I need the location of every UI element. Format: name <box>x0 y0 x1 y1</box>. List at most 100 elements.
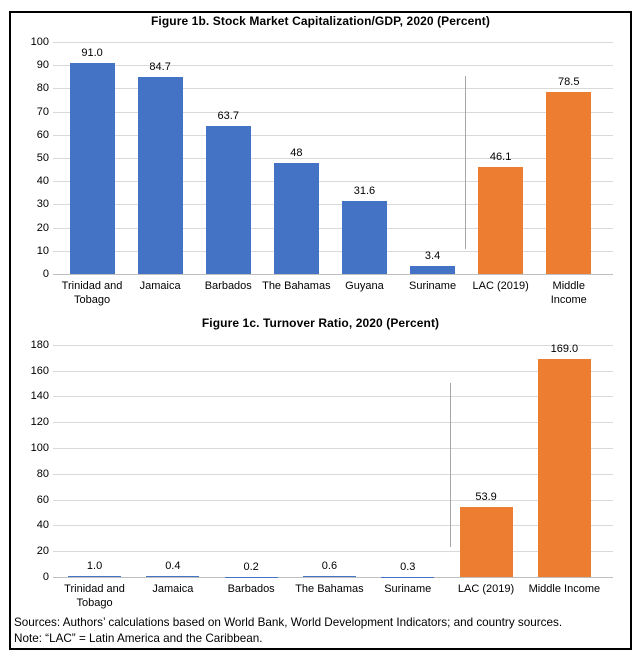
bar-trinidad-and-tobago <box>68 575 122 577</box>
y-axis-tick-label: 70 <box>36 105 49 118</box>
gridline-40 <box>53 525 613 527</box>
category-label-lac-2019: LAC (2019) <box>426 583 546 597</box>
gridline-20 <box>53 551 613 553</box>
category-label-line: Trinidad and <box>61 280 123 292</box>
gridline-160 <box>53 370 613 372</box>
gridline-10 <box>53 250 613 252</box>
gridline-180 <box>53 344 613 346</box>
value-label-jamaica: 0.4 <box>165 560 181 573</box>
y-axis-tick-label: 140 <box>30 390 49 403</box>
category-label-the-bahamas: The Bahamas <box>236 280 356 294</box>
gridline-60 <box>53 499 613 501</box>
bar-jamaica <box>146 576 200 577</box>
y-axis-tick-label: 160 <box>30 364 49 377</box>
gridline-100 <box>53 448 613 449</box>
figure-canvas: Figure 1b. Stock Market Capitalization/G… <box>11 13 630 648</box>
y-axis-tick-label: 60 <box>36 493 49 506</box>
y-axis-tick-label: 0 <box>42 571 49 583</box>
figure-footnotes: Sources: Authors’ calculations based on … <box>14 615 626 646</box>
y-axis-tick-label: 30 <box>36 198 49 211</box>
bar-the-bahamas <box>273 162 319 274</box>
gridline-60 <box>53 134 613 136</box>
value-label-jamaica: 84.7 <box>149 61 171 74</box>
category-label-line: LAC (2019) <box>472 280 529 292</box>
category-label-line: Barbados <box>204 280 252 292</box>
bar-trinidad-and-tobago <box>69 62 115 274</box>
category-label-line: Middle <box>552 280 585 292</box>
y-axis-tick-label: 80 <box>36 467 49 480</box>
y-axis-tick-label: 50 <box>36 152 49 164</box>
value-label-the-bahamas: 48 <box>290 146 303 159</box>
bar-middle-income <box>537 358 591 577</box>
category-label-middle-income: Middle Income <box>504 583 624 597</box>
category-label-line: Tobago <box>74 293 111 306</box>
bar-guyana <box>341 200 387 274</box>
value-label-suriname: 3.4 <box>424 250 441 263</box>
gridline-20 <box>53 227 613 229</box>
bar-lac-2019 <box>478 167 524 274</box>
value-label-barbados: 0.2 <box>243 560 259 573</box>
gridline-0 <box>53 577 613 578</box>
category-label-middle-income: Middle Income <box>509 280 629 307</box>
category-label-line: Suriname <box>384 583 432 595</box>
y-axis-tick-label: 100 <box>30 36 49 48</box>
bar-middle-income <box>546 91 592 274</box>
value-label-lac-2019: 53.9 <box>475 491 497 504</box>
gridline-30 <box>53 204 613 206</box>
category-label-line: Tobago <box>76 596 113 609</box>
y-axis-tick-label: 40 <box>36 519 49 532</box>
category-label-line: Middle Income <box>528 583 601 595</box>
y-axis-tick-label: 40 <box>36 175 49 188</box>
bar-barbados <box>205 126 251 274</box>
bar-suriname <box>410 266 456 274</box>
gridline-140 <box>53 396 613 398</box>
category-label-line: Jamaica <box>152 583 194 595</box>
gridline-0 <box>53 274 613 275</box>
y-axis-tick-label: 20 <box>36 221 49 234</box>
category-label-line: LAC (2019) <box>457 583 515 595</box>
category-label-line: Trinidad and <box>64 583 125 595</box>
chart-1c-title: Figure 1c. Turnover Ratio, 2020 (Percent… <box>201 316 440 330</box>
category-label-line: The Bahamas <box>262 280 331 292</box>
bar-jamaica <box>137 77 183 274</box>
category-label-line: Suriname <box>409 280 457 292</box>
sources-line: Sources: Authors’ calculations based on … <box>14 616 563 629</box>
value-label-barbados: 63.7 <box>217 110 239 123</box>
y-axis-tick-label: 0 <box>42 268 49 280</box>
value-label-middle-income: 169.0 <box>550 342 579 355</box>
category-label-jamaica: Jamaica <box>113 583 233 597</box>
chart-1b-title: Figure 1b. Stock Market Capitalization/G… <box>150 14 490 28</box>
value-label-lac-2019: 46.1 <box>489 151 512 164</box>
category-label-barbados: Barbados <box>191 583 311 597</box>
aggregates-separator-line <box>464 76 466 249</box>
value-label-guyana: 31.6 <box>353 184 376 197</box>
gridline-70 <box>53 111 613 113</box>
category-label-jamaica: Jamaica <box>100 280 220 294</box>
note-line: Note: “LAC” = Latin America and the Cari… <box>14 631 263 645</box>
y-axis-tick-label: 180 <box>30 338 49 351</box>
value-label-the-bahamas: 0.6 <box>321 560 338 573</box>
value-label-trinidad-and-tobago: 91.0 <box>81 46 103 59</box>
y-axis-tick-label: 60 <box>36 128 49 141</box>
category-label-line: The Bahamas <box>295 583 364 595</box>
category-label-suriname: Suriname <box>348 583 468 597</box>
value-label-trinidad-and-tobago: 1.0 <box>86 559 103 572</box>
y-axis-tick-label: 120 <box>30 416 49 429</box>
category-label-lac-2019: LAC (2019) <box>441 280 561 294</box>
gridline-100 <box>53 42 613 43</box>
value-label-suriname: 0.3 <box>400 560 416 573</box>
category-label-barbados: Barbados <box>168 280 288 294</box>
category-label-line: Guyana <box>345 280 384 292</box>
y-axis-tick-label: 10 <box>36 244 49 257</box>
value-label-middle-income: 78.5 <box>558 75 580 88</box>
category-label-guyana: Guyana <box>304 280 424 294</box>
gridline-120 <box>53 422 613 424</box>
y-axis-tick-label: 100 <box>30 442 49 454</box>
gridline-90 <box>53 65 613 67</box>
category-label-line: Barbados <box>227 583 275 595</box>
category-label-trinidad-and-tobago: Trinidad and Tobago <box>35 583 155 610</box>
y-axis-tick-label: 80 <box>36 82 49 95</box>
y-axis-tick-label: 90 <box>36 59 49 72</box>
category-label-trinidad-and-tobago: Trinidad and Tobago <box>32 280 152 307</box>
gridline-80 <box>53 88 613 90</box>
